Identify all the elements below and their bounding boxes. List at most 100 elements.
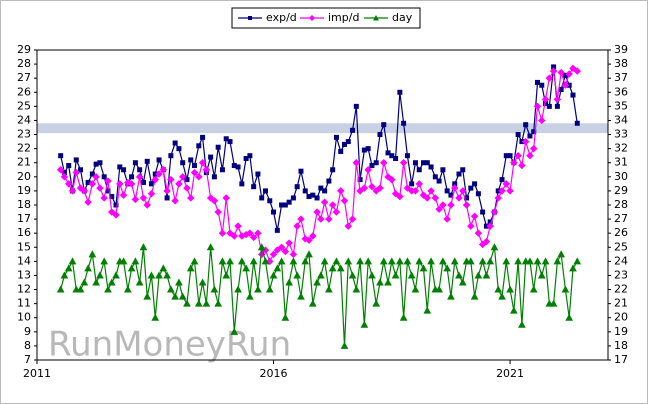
- marker: [330, 167, 336, 173]
- marker: [183, 299, 191, 307]
- marker: [172, 140, 178, 146]
- marker: [206, 194, 215, 202]
- marker: [196, 143, 202, 149]
- marker: [360, 320, 369, 328]
- marker: [379, 257, 388, 265]
- y2-tick-label: 24: [614, 254, 628, 267]
- marker: [84, 264, 92, 272]
- marker: [168, 153, 174, 159]
- marker: [198, 278, 207, 286]
- y-tick-label: 18: [17, 198, 31, 211]
- marker: [326, 178, 332, 184]
- marker: [294, 184, 300, 190]
- marker: [210, 197, 219, 205]
- marker: [332, 257, 341, 265]
- y-tick-label: 25: [17, 99, 31, 112]
- marker: [273, 246, 282, 254]
- marker: [561, 81, 570, 89]
- marker: [498, 292, 506, 300]
- marker: [541, 257, 550, 265]
- marker: [332, 208, 341, 216]
- marker: [163, 271, 171, 279]
- y2-tick-label: 19: [614, 325, 628, 338]
- marker: [455, 271, 463, 279]
- y2-tick-label: 35: [614, 99, 628, 112]
- marker: [376, 278, 384, 286]
- marker: [285, 278, 293, 286]
- marker: [171, 292, 179, 300]
- marker: [557, 68, 565, 77]
- marker: [450, 257, 459, 265]
- marker: [293, 222, 301, 230]
- marker: [202, 166, 211, 174]
- marker: [318, 185, 324, 191]
- marker: [273, 264, 282, 272]
- legend-label: exp/d: [266, 11, 297, 24]
- marker: [458, 278, 467, 286]
- marker: [424, 160, 430, 166]
- marker: [175, 180, 183, 188]
- marker: [73, 157, 79, 163]
- marker: [227, 139, 233, 145]
- marker: [348, 271, 357, 279]
- marker: [336, 264, 345, 272]
- marker: [180, 160, 186, 166]
- marker: [502, 257, 511, 265]
- marker: [314, 195, 320, 201]
- marker: [538, 116, 546, 125]
- marker: [116, 180, 124, 188]
- marker: [72, 168, 80, 177]
- marker: [356, 257, 364, 265]
- marker: [243, 156, 249, 161]
- marker: [529, 285, 538, 293]
- marker: [261, 257, 270, 265]
- marker: [143, 292, 152, 300]
- marker: [427, 187, 435, 195]
- marker: [409, 181, 415, 187]
- marker: [565, 313, 574, 321]
- marker: [164, 195, 170, 201]
- marker: [439, 257, 447, 265]
- marker: [137, 167, 143, 173]
- marker: [377, 132, 383, 138]
- marker: [554, 103, 560, 109]
- marker: [475, 191, 481, 197]
- marker: [328, 264, 337, 272]
- marker: [570, 92, 576, 98]
- marker: [411, 187, 420, 195]
- marker: [510, 306, 518, 314]
- x-tick-label: 2016: [260, 367, 288, 380]
- y-tick-label: 9: [24, 325, 31, 338]
- marker: [100, 194, 108, 202]
- marker: [325, 215, 333, 223]
- marker: [419, 264, 428, 272]
- marker: [135, 173, 144, 181]
- y2-tick-label: 26: [614, 226, 628, 239]
- marker: [190, 257, 199, 265]
- marker: [127, 264, 136, 272]
- marker: [373, 160, 379, 166]
- marker: [281, 247, 290, 256]
- marker: [416, 167, 422, 173]
- marker: [317, 271, 325, 279]
- marker: [470, 212, 479, 220]
- marker: [533, 102, 542, 111]
- marker: [167, 285, 175, 293]
- marker: [396, 192, 404, 201]
- marker: [88, 250, 97, 258]
- marker: [223, 136, 229, 142]
- marker: [404, 153, 410, 159]
- marker: [391, 190, 400, 198]
- marker: [167, 175, 175, 184]
- marker: [112, 211, 120, 219]
- marker: [139, 194, 148, 202]
- marker: [431, 194, 440, 202]
- marker: [537, 271, 546, 279]
- y-tick-label: 16: [17, 226, 31, 239]
- marker: [192, 163, 198, 169]
- marker: [506, 285, 514, 293]
- y-tick-label: 29: [17, 43, 31, 56]
- marker: [384, 173, 392, 181]
- marker: [569, 264, 577, 272]
- marker: [214, 299, 223, 307]
